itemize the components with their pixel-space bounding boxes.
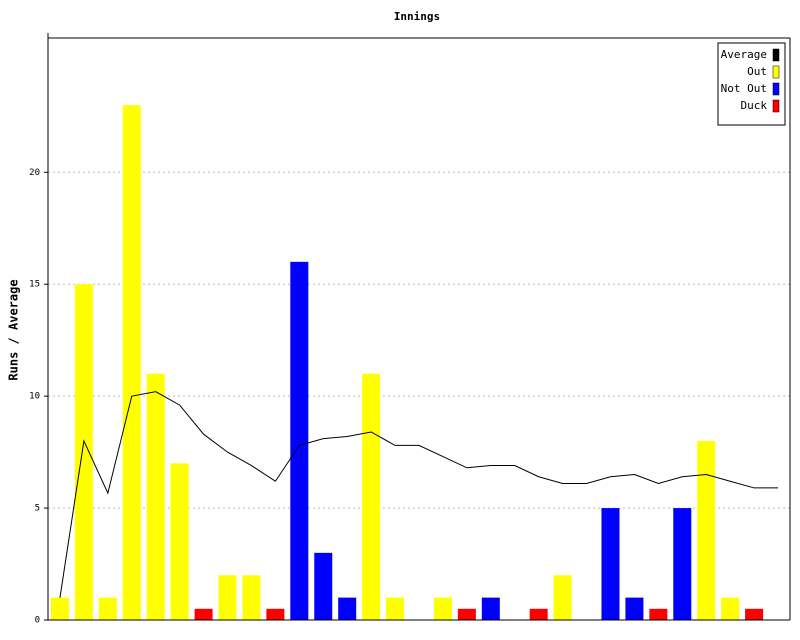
legend-label: Out	[747, 65, 767, 78]
legend-label: Not Out	[721, 82, 767, 95]
bar	[386, 597, 405, 620]
chart-title: Innings	[394, 10, 440, 23]
bar	[146, 373, 165, 620]
bar	[98, 597, 117, 620]
legend-swatch	[772, 48, 780, 62]
y-tick-label: 15	[29, 280, 40, 290]
bar	[266, 608, 285, 620]
bar	[314, 552, 333, 620]
bar	[673, 508, 692, 620]
y-tick-label: 10	[29, 392, 40, 402]
legend-label: Average	[721, 48, 767, 61]
average-line	[59, 391, 779, 598]
bar	[290, 261, 309, 620]
bar	[433, 597, 452, 620]
legend-swatch	[772, 82, 780, 96]
legend-swatch	[772, 99, 780, 113]
y-axis-label: Runs / Average	[7, 279, 21, 380]
bar	[529, 608, 548, 620]
bar	[194, 608, 213, 620]
y-tick-label: 20	[29, 168, 40, 178]
bar	[481, 597, 500, 620]
bar	[721, 597, 740, 620]
bar	[553, 575, 572, 620]
bar	[50, 597, 69, 620]
bar	[122, 105, 141, 620]
bar	[697, 440, 716, 620]
bar	[218, 575, 237, 620]
bar	[649, 608, 668, 620]
bar	[601, 508, 620, 620]
y-tick-label: 0	[35, 616, 40, 626]
bar	[74, 284, 93, 620]
bar	[338, 597, 357, 620]
bar	[242, 575, 261, 620]
bar	[745, 608, 764, 620]
bar	[457, 608, 476, 620]
bar	[170, 463, 189, 620]
bar	[362, 373, 381, 620]
legend-swatch	[772, 65, 780, 79]
legend-label: Duck	[741, 99, 768, 112]
y-tick-label: 5	[35, 504, 40, 514]
bar	[625, 597, 644, 620]
